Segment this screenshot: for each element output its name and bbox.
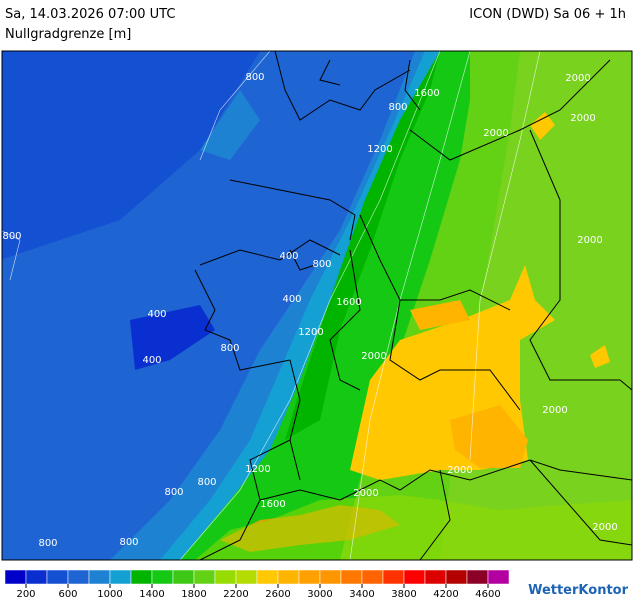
contour-label: 2000 [447,465,472,476]
field [130,305,215,370]
legend-swatch [46,569,69,585]
legend-swatch [298,569,321,585]
contour-label: 2000 [361,351,386,362]
legend-swatch [109,569,132,585]
contour-label: 1200 [367,144,392,155]
contour-label: 2000 [483,128,508,139]
legend-swatch [445,569,468,585]
contour-label: 800 [164,487,183,498]
legend-swatch [466,569,489,585]
coastline [289,59,421,271]
legend-tick-label: 1800 [181,589,206,600]
legend-swatch [67,569,90,585]
contour-label: 400 [279,251,298,262]
field [195,495,632,560]
legend-tick-label: 2200 [223,589,248,600]
legend-swatch [214,569,237,585]
contour-label: 800 [245,72,264,83]
contour-label: 2000 [565,73,590,84]
contour-label: 800 [2,231,21,242]
field [2,51,260,260]
legend-tick-label: 4200 [433,589,458,600]
contour-label: 2000 [542,405,567,416]
contour-label: 1600 [336,297,361,308]
legend-tick-label: 3800 [391,589,416,600]
legend-tick-label: 3400 [349,589,374,600]
legend-tick-label: 2600 [265,589,290,600]
legend-swatch [151,569,174,585]
contour-label: 800 [38,538,57,549]
contour-label: 400 [282,294,301,305]
contour-label: 1200 [245,464,270,475]
legend-swatch [340,569,363,585]
contour-label: 2000 [592,522,617,533]
legend-swatch [487,569,510,585]
isoline [179,51,441,560]
country-borders [194,51,632,560]
field [530,112,555,140]
contour-label: 1600 [260,499,285,510]
isoline [199,51,271,161]
contour-label: 1600 [414,88,439,99]
legend-swatch [424,569,447,585]
contour-label: 400 [147,309,166,320]
legend-swatch [403,569,426,585]
field [450,405,528,468]
legend-swatch [88,569,111,585]
legend-tick-label: 3000 [307,589,332,600]
parameter: Nullgradgrenze [m] [5,27,131,42]
field [285,51,440,440]
model-run: ICON (DWD) Sa 06 + 1h [469,7,626,22]
legend-swatch [382,569,405,585]
logo: WetterKontor [528,583,629,598]
legend-tick-label: 1400 [139,589,164,600]
contour-label: 1200 [298,327,323,338]
contour-label: 800 [119,537,138,548]
map [1,50,633,561]
legend-swatch [256,569,279,585]
legend-swatch [172,569,195,585]
legend-swatch [319,569,342,585]
field [590,345,610,368]
contour-label: 800 [312,259,331,270]
contour-label: 2000 [577,235,602,246]
contour-label: 400 [142,355,161,366]
contour-label: 2000 [353,488,378,499]
legend-swatch [4,569,27,585]
field [410,300,470,330]
legend-swatch [277,569,300,585]
timestamp: Sa, 14.03.2026 07:00 UTC [5,7,175,22]
legend-swatch [193,569,216,585]
isoline [2,230,21,281]
legend-swatch [130,569,153,585]
contour-label: 800 [220,343,239,354]
contour-label: 800 [388,102,407,113]
field [200,90,260,160]
legend-swatch [361,569,384,585]
legend-tick-label: 200 [16,589,35,600]
legend-tick-label: 600 [58,589,77,600]
isoline [469,51,541,461]
legend-swatch [235,569,258,585]
field [160,51,440,560]
map-frame [1,50,633,561]
contour-label: 800 [197,477,216,488]
legend-tick-label: 1000 [97,589,122,600]
legend-tick-label: 4600 [475,589,500,600]
legend-swatch [25,569,48,585]
contour-label: 2000 [570,113,595,124]
